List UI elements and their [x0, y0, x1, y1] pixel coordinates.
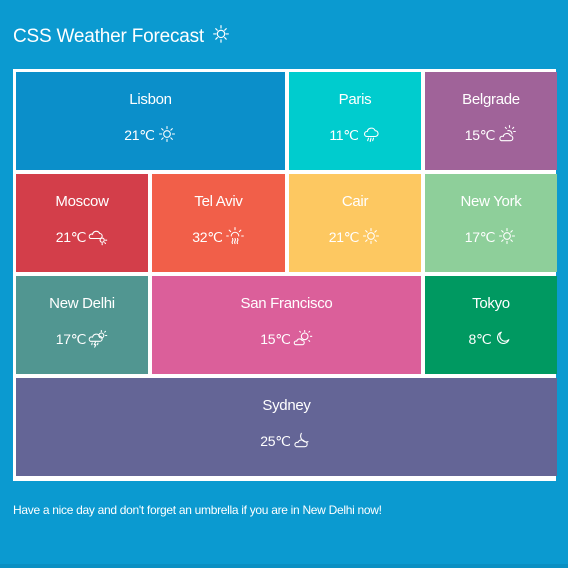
sun-icon	[157, 124, 177, 147]
city-tile-sydney[interactable]: Sydney 25℃	[16, 378, 557, 476]
sun-cloud-icon	[497, 124, 517, 147]
temperature: 21℃	[124, 127, 155, 143]
city-name: Moscow	[55, 193, 109, 210]
rain-cloud-icon	[361, 124, 381, 147]
bottom-strip	[0, 564, 568, 568]
city-name: Tel Aviv	[194, 193, 243, 210]
city-tile-paris[interactable]: Paris 11℃	[289, 72, 421, 170]
city-tile-moscow[interactable]: Moscow 21℃	[16, 174, 148, 272]
footer-message: Have a nice day and don't forget an umbr…	[13, 503, 382, 517]
temperature: 15℃	[464, 127, 496, 143]
city-tile-sanfrancisco[interactable]: San Francisco 15℃	[152, 276, 421, 374]
city-reading: 25℃	[260, 430, 312, 453]
city-reading: 21℃	[329, 226, 381, 249]
temperature: 17℃	[464, 229, 496, 245]
city-name: Cair	[341, 193, 369, 210]
temperature: 17℃	[55, 331, 87, 347]
city-name: Tokyo	[472, 295, 510, 312]
moon-icon	[493, 328, 513, 351]
forecast-grid: Lisbon 21℃ Paris 11℃ Belgrade 15℃ Moscow	[13, 69, 557, 481]
city-tile-lisbon[interactable]: Lisbon 21℃	[16, 72, 285, 170]
temperature: 11℃	[329, 127, 359, 143]
city-reading: 17℃	[465, 226, 517, 249]
city-name: Belgrade	[462, 91, 520, 108]
city-tile-newdelhi[interactable]: New Delhi 17℃	[16, 276, 148, 374]
sun-icon	[210, 22, 232, 51]
city-name: Paris	[338, 91, 372, 108]
city-tile-tokyo[interactable]: Tokyo 8℃	[425, 276, 557, 374]
city-name: New Delhi	[49, 295, 115, 312]
temperature: 15℃	[260, 331, 291, 347]
city-reading: 15℃	[465, 124, 517, 147]
city-reading: 21℃	[56, 226, 108, 249]
city-reading: 21℃	[124, 124, 176, 147]
page-title: CSS Weather Forecast	[13, 22, 232, 51]
sun-cloud-icon	[293, 328, 313, 351]
city-name: New York	[460, 193, 522, 210]
city-reading: 15℃	[260, 328, 312, 351]
city-reading: 8℃	[469, 328, 514, 351]
temperature: 8℃	[468, 331, 492, 347]
city-tile-belgrade[interactable]: Belgrade 15℃	[425, 72, 557, 170]
city-name: San Francisco	[240, 295, 333, 312]
city-reading: 17℃	[56, 328, 108, 351]
moon-cloud-icon	[293, 430, 313, 453]
heat-sun-icon	[225, 226, 245, 249]
city-name: Sydney	[262, 397, 311, 414]
city-tile-telaviv[interactable]: Tel Aviv 32℃	[152, 174, 285, 272]
city-name: Lisbon	[129, 91, 172, 108]
sun-icon	[361, 226, 381, 249]
temperature: 32℃	[192, 229, 223, 245]
temperature: 21℃	[55, 229, 87, 245]
city-tile-newyork[interactable]: New York 17℃	[425, 174, 557, 272]
temperature: 25℃	[260, 433, 291, 449]
city-tile-cair[interactable]: Cair 21℃	[289, 174, 421, 272]
page-title-text: CSS Weather Forecast	[13, 25, 205, 47]
city-reading: 11℃	[329, 124, 380, 147]
sun-icon	[497, 226, 517, 249]
temperature: 21℃	[328, 229, 360, 245]
city-reading: 32℃	[192, 226, 244, 249]
storm-cloud-sun-icon	[88, 328, 108, 351]
cloud-sun-icon	[88, 226, 108, 249]
